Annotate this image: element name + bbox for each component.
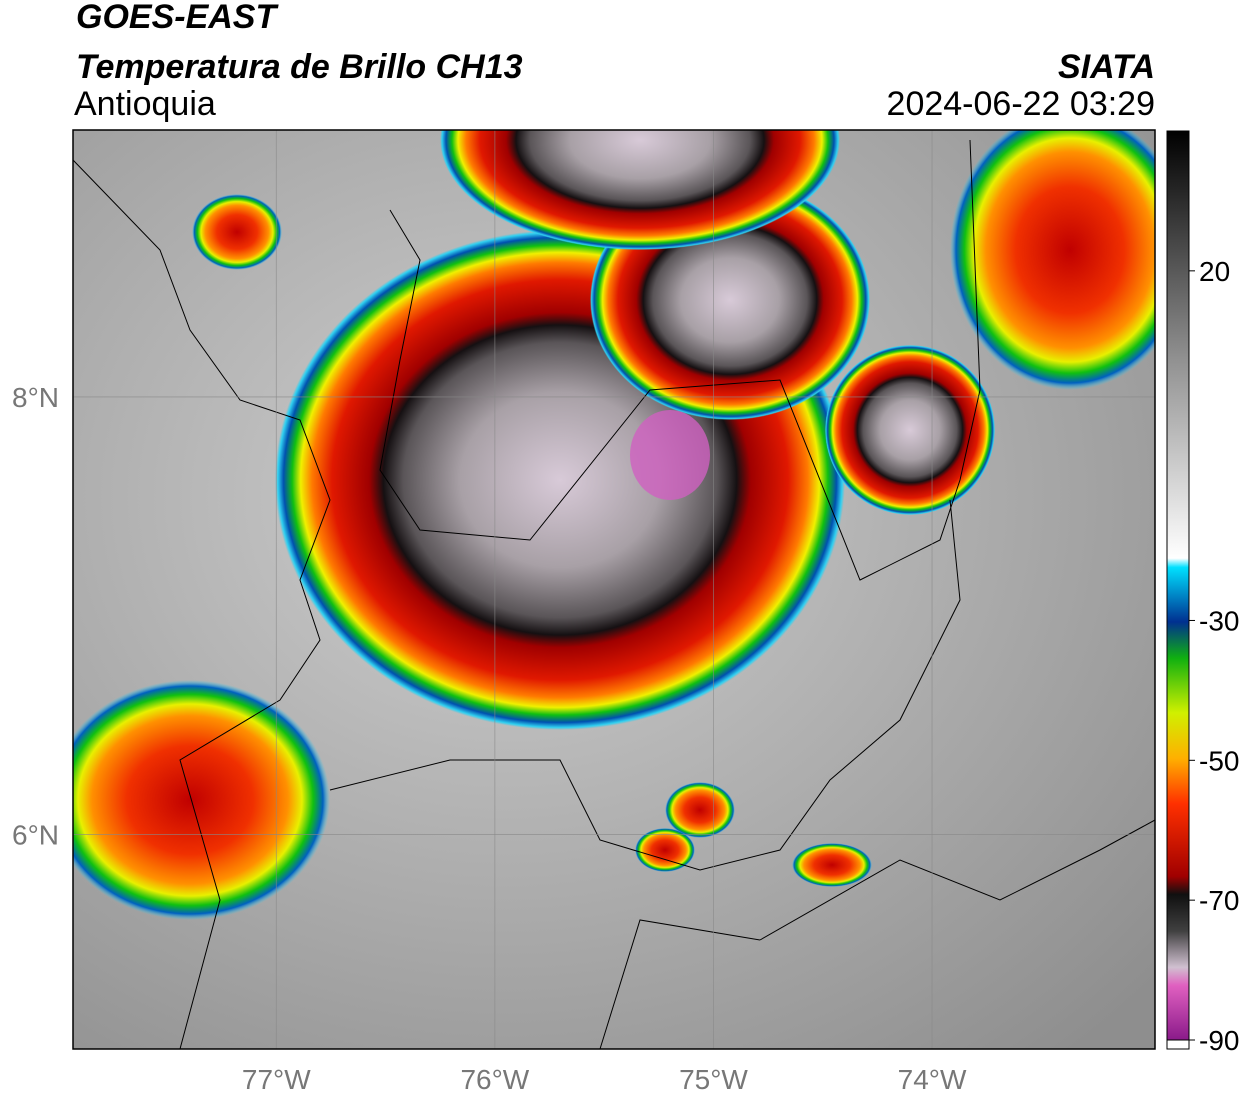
storm-cell (825, 345, 995, 515)
warm-cell (792, 843, 872, 887)
cold-core (630, 410, 710, 500)
x-tick-label: 74°W (898, 1064, 967, 1095)
warm-cell (73, 680, 330, 920)
coastline (73, 159, 331, 1049)
warm-cell (950, 130, 1155, 390)
borders (329, 139, 1155, 1049)
colorbar-tick-label: -90 (1199, 1025, 1239, 1056)
warm-cell (192, 194, 282, 270)
map-frame (72, 129, 1156, 1050)
colorbar-tick-label: -30 (1199, 605, 1239, 636)
x-tick-label: 75°W (679, 1064, 748, 1095)
source: SIATA (1058, 48, 1155, 86)
colorbar-tick-label: 20 (1199, 256, 1230, 287)
storm-cell (440, 130, 840, 250)
imagery (73, 130, 1155, 1049)
y-tick-label: 6°N (12, 820, 59, 851)
region: Antioquia (74, 85, 216, 123)
x-tick-label: 76°W (460, 1064, 529, 1095)
colorbar: 20 -30 -50 -70 -90 (1166, 130, 1239, 1056)
warm-cell (665, 782, 735, 838)
graticule (73, 130, 1155, 1049)
datetime: 2024-06-22 03:29 (887, 85, 1155, 123)
y-tick-label: 8°N (12, 382, 59, 413)
x-tick-label: 77°W (242, 1064, 311, 1095)
colorbar-tick-label: -70 (1199, 885, 1239, 916)
colorbar-scale (1166, 130, 1190, 1041)
colorbar-extension (1166, 1039, 1190, 1050)
subtitle: Temperatura de Brillo CH13 (76, 48, 523, 86)
colorbar-tick-label: -50 (1199, 745, 1239, 776)
warm-cell (635, 828, 695, 872)
title: GOES-EAST (76, 0, 279, 36)
